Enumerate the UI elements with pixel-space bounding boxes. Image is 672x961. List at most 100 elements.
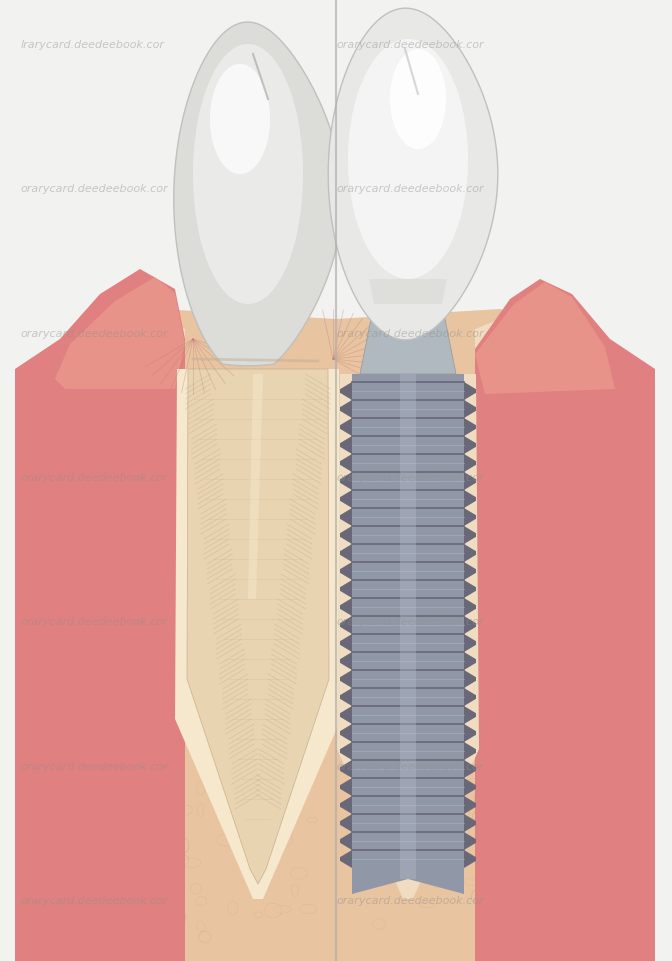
Ellipse shape: [122, 680, 135, 693]
Ellipse shape: [436, 510, 443, 522]
Ellipse shape: [276, 832, 293, 847]
Ellipse shape: [417, 554, 423, 562]
Ellipse shape: [497, 577, 517, 596]
Ellipse shape: [525, 755, 544, 773]
Polygon shape: [464, 490, 476, 508]
Ellipse shape: [556, 923, 574, 933]
Ellipse shape: [414, 638, 426, 653]
Ellipse shape: [554, 628, 578, 646]
Polygon shape: [464, 599, 476, 616]
Ellipse shape: [159, 890, 172, 902]
Ellipse shape: [515, 490, 529, 514]
Ellipse shape: [124, 908, 138, 927]
Ellipse shape: [496, 776, 519, 788]
Ellipse shape: [199, 482, 214, 490]
Ellipse shape: [549, 426, 566, 436]
Ellipse shape: [408, 513, 415, 528]
Ellipse shape: [89, 594, 103, 618]
Ellipse shape: [161, 444, 180, 456]
Ellipse shape: [557, 757, 581, 778]
Ellipse shape: [476, 540, 496, 559]
Ellipse shape: [122, 481, 136, 487]
Ellipse shape: [483, 628, 510, 641]
Ellipse shape: [554, 816, 575, 830]
Polygon shape: [340, 688, 352, 706]
Ellipse shape: [128, 484, 140, 498]
Ellipse shape: [345, 760, 353, 775]
Ellipse shape: [90, 722, 102, 730]
Ellipse shape: [120, 649, 135, 670]
Ellipse shape: [93, 748, 115, 766]
Ellipse shape: [479, 685, 497, 702]
Ellipse shape: [145, 625, 164, 645]
Ellipse shape: [135, 501, 144, 510]
Ellipse shape: [128, 731, 149, 752]
Ellipse shape: [365, 812, 377, 822]
Ellipse shape: [270, 510, 278, 516]
Ellipse shape: [513, 731, 536, 748]
Ellipse shape: [475, 460, 495, 477]
Ellipse shape: [224, 732, 233, 747]
Ellipse shape: [490, 633, 507, 650]
Ellipse shape: [503, 655, 513, 664]
Ellipse shape: [299, 904, 317, 913]
Ellipse shape: [495, 903, 509, 925]
Ellipse shape: [183, 858, 201, 868]
Ellipse shape: [108, 543, 127, 553]
Ellipse shape: [480, 521, 495, 538]
Ellipse shape: [538, 546, 561, 565]
Polygon shape: [340, 725, 352, 742]
Ellipse shape: [198, 932, 210, 942]
Ellipse shape: [490, 902, 499, 927]
Ellipse shape: [559, 554, 567, 579]
Ellipse shape: [495, 558, 510, 572]
Ellipse shape: [485, 481, 498, 493]
Ellipse shape: [165, 773, 181, 796]
Ellipse shape: [526, 609, 542, 617]
Ellipse shape: [485, 559, 505, 579]
Ellipse shape: [155, 533, 173, 546]
Ellipse shape: [534, 780, 554, 807]
Ellipse shape: [351, 691, 359, 697]
Ellipse shape: [541, 571, 554, 584]
Ellipse shape: [376, 522, 392, 529]
Polygon shape: [85, 320, 185, 961]
Ellipse shape: [168, 855, 189, 869]
Ellipse shape: [501, 498, 515, 512]
Ellipse shape: [552, 776, 569, 803]
Polygon shape: [340, 760, 352, 778]
Ellipse shape: [530, 766, 558, 776]
Ellipse shape: [167, 883, 177, 901]
Ellipse shape: [550, 554, 569, 574]
Ellipse shape: [170, 653, 179, 676]
Ellipse shape: [217, 625, 226, 631]
Polygon shape: [464, 473, 476, 490]
Ellipse shape: [505, 918, 527, 943]
Ellipse shape: [163, 521, 180, 541]
Ellipse shape: [134, 538, 158, 557]
Ellipse shape: [132, 698, 154, 718]
Ellipse shape: [83, 777, 103, 792]
Ellipse shape: [309, 700, 321, 709]
Ellipse shape: [530, 711, 543, 727]
Ellipse shape: [171, 771, 181, 780]
Ellipse shape: [504, 431, 517, 453]
Ellipse shape: [482, 767, 495, 794]
Ellipse shape: [140, 484, 158, 504]
Ellipse shape: [476, 678, 497, 694]
Ellipse shape: [543, 497, 567, 513]
Ellipse shape: [519, 416, 542, 431]
Ellipse shape: [148, 852, 161, 868]
Ellipse shape: [93, 605, 106, 619]
Ellipse shape: [560, 618, 579, 636]
Ellipse shape: [487, 424, 498, 431]
Ellipse shape: [534, 449, 553, 466]
Polygon shape: [464, 436, 476, 455]
Ellipse shape: [392, 576, 408, 585]
Ellipse shape: [422, 479, 429, 484]
Polygon shape: [340, 778, 352, 796]
Text: orarycard.deedeebook.cor: orarycard.deedeebook.cor: [336, 761, 484, 771]
Ellipse shape: [82, 686, 102, 701]
Ellipse shape: [509, 470, 528, 491]
Ellipse shape: [531, 594, 542, 603]
